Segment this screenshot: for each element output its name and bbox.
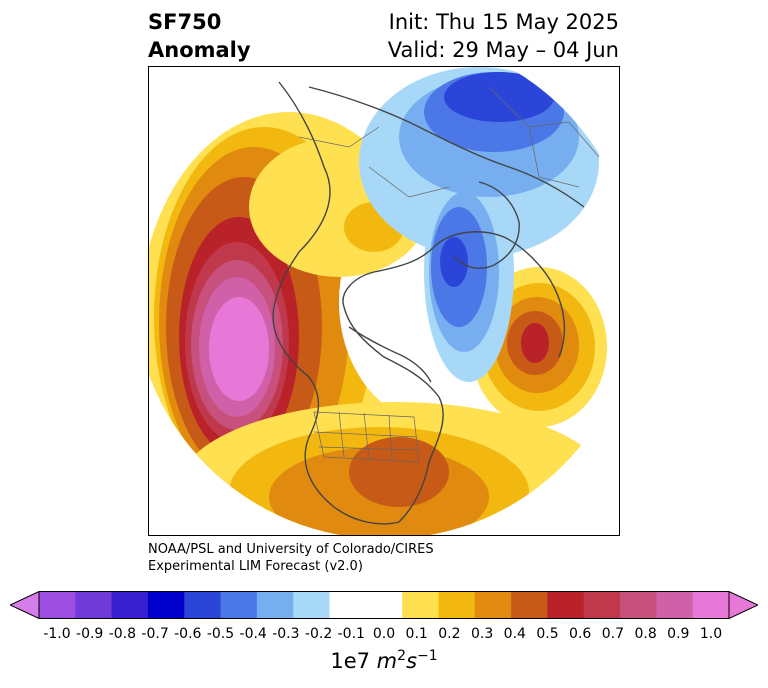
colorbar-segment: [147, 591, 185, 619]
political-borders: [298, 86, 600, 463]
anomaly-map: [149, 67, 619, 535]
colorbar-segment: [293, 591, 331, 619]
colorbar-segment: [511, 591, 548, 619]
colorbar-segment: [329, 591, 367, 619]
colorbar-tick-label: 0.5: [536, 626, 559, 642]
colorbar-segment: [111, 591, 149, 619]
credit-line-1: NOAA/PSL and University of Colorado/CIRE…: [148, 542, 434, 557]
colorbar-segment: [184, 591, 222, 619]
init-date: Init: Thu 15 May 2025: [388, 10, 619, 34]
colorbar-tick-label: -0.5: [206, 626, 235, 642]
forecast-dates: Init: Thu 15 May 2025 Valid: 29 May – 04…: [388, 8, 619, 64]
colorbar-ticks: -1.0 -0.9 -0.8 -0.7 -0.6 -0.5 -0.4 -0.3 -0.2 -0.1…: [0, 626, 768, 646]
colorbar-tick-label: 0.9: [667, 626, 690, 642]
credit-line-2: Experimental LIM Forecast (v2.0): [148, 559, 363, 574]
colorbar-tick-label: -0.1: [337, 626, 365, 642]
colorbar-tick-label: -1.0: [43, 626, 71, 642]
unit-base: 1e7: [330, 649, 377, 673]
variable-label: SF750: [148, 10, 222, 34]
colorbar-tick-label: -0.4: [239, 626, 267, 642]
colorbar-tick-label: 0.2: [438, 626, 461, 642]
colorbar-tick-label: 0.8: [634, 626, 657, 642]
colorbar-tick-label: 0.6: [569, 626, 592, 642]
unit-sup-neg1: −1: [417, 648, 438, 664]
colorbar-segment: [75, 591, 113, 619]
colorbar-tick-label: -0.8: [108, 626, 137, 642]
colorbar-frame: [38, 591, 730, 619]
anomaly-label: Anomaly: [148, 38, 251, 62]
colorbar-segment: [256, 591, 294, 619]
colorbar-segment: [39, 591, 76, 619]
colorbar-tick-label: 0.3: [470, 626, 494, 642]
colorbar-segment: [620, 591, 657, 619]
colorbar-segment: [365, 591, 403, 619]
atlantic-positive-center: [521, 323, 549, 363]
colorbar-tick-label: -0.7: [141, 626, 169, 642]
colorbar-segment: [402, 591, 439, 619]
map-panel: [148, 66, 620, 536]
coastlines: [272, 81, 585, 525]
map-title: SF750 Anomaly: [148, 8, 251, 64]
colorbar-segment: [547, 591, 585, 619]
unit-s: s: [406, 649, 418, 673]
colorbar-tick-label: 1.0: [699, 626, 723, 642]
colorbar-segment: [583, 591, 621, 619]
colorbar-segment: [220, 591, 258, 619]
colorbar-tick-label: 0.4: [503, 626, 526, 642]
unit-sup-2: 2: [397, 648, 407, 664]
data-credit: NOAA/PSL and University of Colorado/CIRE…: [148, 541, 434, 575]
colorbar-tick-label: -0.2: [304, 626, 333, 642]
colorbar-segment: [656, 591, 694, 619]
colorbar-tick-label: 0.1: [405, 626, 428, 642]
colorbar-over-arrow: [728, 591, 758, 619]
anomaly-field: [149, 67, 619, 535]
colorbar-tick-label: 0.7: [601, 626, 625, 642]
colorbar: [10, 591, 758, 619]
colorbar-unit-label: 1e7 m2s−1: [0, 648, 768, 673]
colorbar-tick-label: -0.3: [272, 626, 300, 642]
valid-date: Valid: 29 May – 04 Jun: [387, 38, 619, 62]
us-positive-center: [349, 437, 449, 507]
colorbar-tick-label: -0.6: [174, 626, 202, 642]
unit-m: m: [376, 649, 398, 673]
colorbar-segment: [438, 591, 476, 619]
colorbar-tick-label: -0.9: [76, 626, 104, 642]
positive-anomaly-max: [209, 297, 269, 401]
colorbar-segment: [692, 591, 730, 619]
colorbar-under-arrow: [10, 591, 40, 619]
colorbar-tick-label: 0.0: [372, 626, 396, 642]
colorbar-segment: [474, 591, 512, 619]
